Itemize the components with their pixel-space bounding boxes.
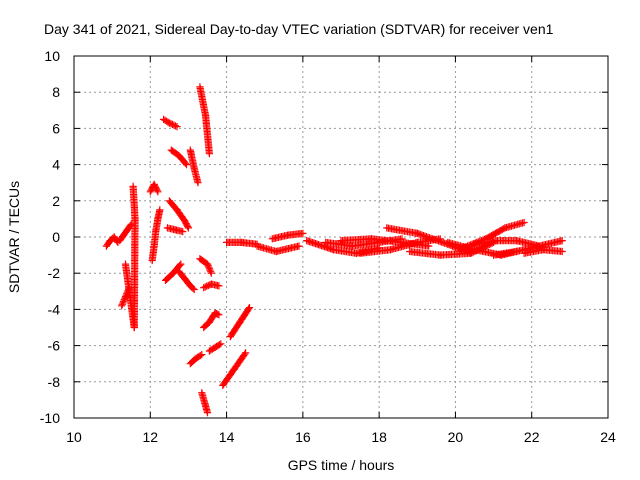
plot-frame (73, 55, 609, 419)
y-tick-label: 10 (44, 48, 60, 64)
x-tick-label: 10 (66, 429, 82, 445)
y-tick-label: -4 (48, 301, 61, 317)
y-tick-label: -2 (48, 265, 61, 281)
data-point (558, 247, 566, 256)
y-tick-label: 4 (52, 157, 60, 173)
x-axis-label: GPS time / hours (288, 457, 395, 473)
data-point (177, 260, 185, 268)
data-point (198, 351, 206, 359)
data-point (500, 225, 508, 233)
y-axis-label: SDTVAR / TECUs (6, 181, 22, 293)
data-point (295, 242, 303, 250)
data-point (181, 159, 189, 167)
y-tick-label: 8 (52, 84, 60, 100)
data-point (190, 285, 198, 294)
x-tick-label: 20 (448, 429, 464, 445)
x-tick-label: 24 (600, 429, 616, 445)
x-tick-label: 18 (371, 429, 387, 445)
y-tick-label: 6 (52, 120, 60, 136)
data-point (215, 282, 223, 290)
data-point (245, 305, 253, 313)
data-point (558, 237, 566, 245)
data-point (189, 284, 197, 292)
data-point (179, 228, 187, 236)
data-point (182, 161, 191, 169)
data-point (299, 229, 307, 237)
x-tick-label: 22 (524, 429, 540, 445)
y-tick-label: -8 (48, 374, 61, 390)
data-point (156, 206, 164, 214)
x-tick-label: 16 (295, 429, 311, 445)
data-point (173, 123, 181, 131)
y-tick-label: -10 (40, 410, 60, 426)
y-tick-label: 2 (52, 193, 60, 209)
data-point (203, 409, 212, 417)
data-point (215, 311, 223, 319)
data-point (205, 150, 213, 158)
x-tick-label: 12 (142, 429, 158, 445)
data-point (245, 304, 254, 312)
data-point (520, 218, 528, 227)
y-tick-label: 0 (52, 229, 60, 245)
data-point (194, 179, 202, 187)
data-points (102, 83, 566, 417)
y-axis-ticks: -10 -8 -6 -4 -2 0 2 4 6 8 10 (40, 48, 608, 426)
data-point (242, 349, 250, 357)
data-point (121, 260, 130, 268)
data-point (217, 340, 225, 348)
data-point (176, 261, 184, 269)
x-tick-label: 14 (219, 429, 235, 445)
chart-title: Day 341 of 2021, Sidereal Day-to-day VTE… (44, 21, 554, 37)
y-tick-label: -6 (48, 338, 61, 354)
data-point (184, 224, 192, 232)
data-point (154, 188, 162, 196)
data-point (207, 269, 215, 277)
